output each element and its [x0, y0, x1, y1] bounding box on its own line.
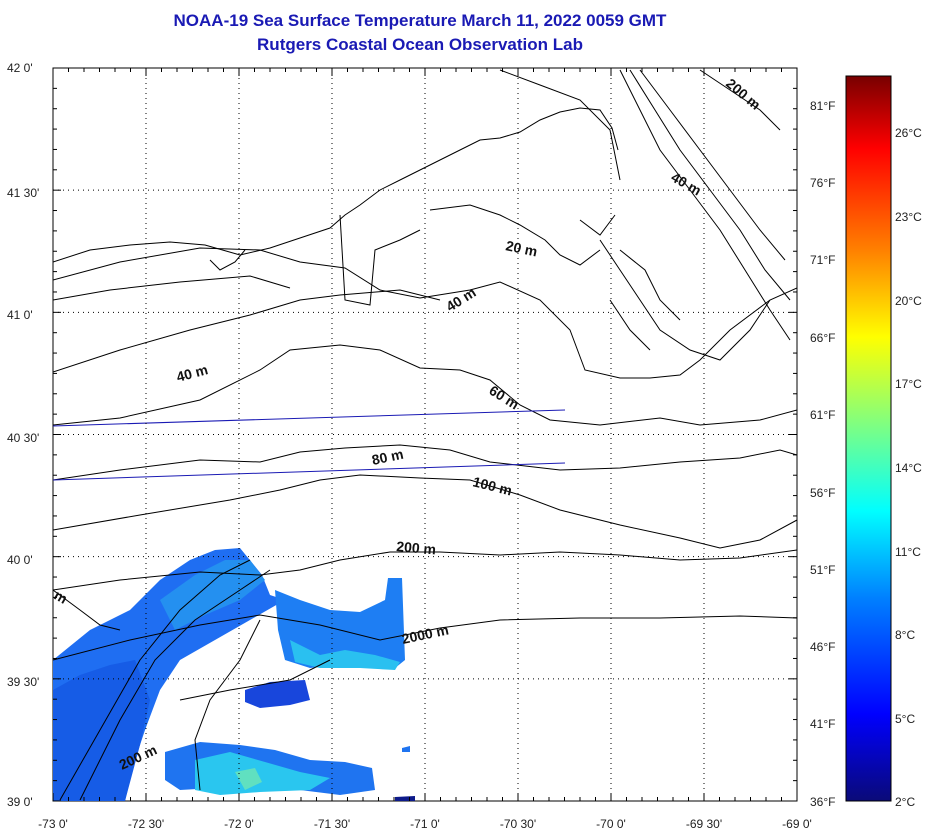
celsius-scale: 26°C 23°C 20°C 17°C 14°C 11°C 8°C 5°C 2°…: [895, 126, 922, 809]
lon-label: -69 30': [686, 817, 722, 831]
lon-label: -69 0': [782, 817, 812, 831]
fahrenheit-label: 46°F: [810, 640, 835, 654]
map-subtitle: Rutgers Coastal Ocean Observation Lab: [257, 35, 583, 54]
fahrenheit-label: 76°F: [810, 176, 835, 190]
contour-label: 80 m: [370, 446, 405, 468]
lat-label: 40 30': [7, 431, 39, 445]
lat-label: 41 30': [7, 186, 39, 200]
fahrenheit-label: 71°F: [810, 253, 835, 267]
fahrenheit-label: 36°F: [810, 795, 835, 809]
fahrenheit-label: 66°F: [810, 331, 835, 345]
longitude-labels: -73 0' -72 30' -72 0' -71 30' -71 0' -70…: [38, 817, 812, 831]
celsius-label: 20°C: [895, 294, 922, 308]
lon-label: -71 30': [314, 817, 350, 831]
lat-label: 42 0': [7, 61, 33, 75]
coastline: [53, 107, 771, 631]
lat-label: 39 0': [7, 795, 33, 809]
lon-label: -72 30': [128, 817, 164, 831]
lon-label: -72 0': [224, 817, 254, 831]
celsius-label: 17°C: [895, 377, 922, 391]
contour-label: 200 m: [396, 538, 437, 557]
lat-label: 41 0': [7, 308, 33, 322]
celsius-label: 14°C: [895, 461, 922, 475]
fahrenheit-scale: 81°F 76°F 71°F 66°F 61°F 56°F 51°F 46°F …: [810, 99, 835, 809]
celsius-label: 26°C: [895, 126, 922, 140]
lon-label: -73 0': [38, 817, 68, 831]
lon-label: -71 0': [410, 817, 440, 831]
lon-label: -70 30': [500, 817, 536, 831]
celsius-label: 5°C: [895, 712, 915, 726]
fahrenheit-label: 81°F: [810, 99, 835, 113]
lat-lon-grid: [53, 68, 797, 801]
contour-label: 20 m: [504, 237, 539, 259]
fahrenheit-label: 41°F: [810, 717, 835, 731]
latitude-labels: 42 0' 41 30' 41 0' 40 30' 40 0' 39 30' 3…: [7, 61, 39, 809]
fahrenheit-label: 61°F: [810, 408, 835, 422]
celsius-label: 11°C: [895, 545, 921, 559]
colorbar: [845, 75, 892, 802]
transect-lines: [53, 409, 566, 481]
map-title: NOAA-19 Sea Surface Temperature March 11…: [173, 11, 667, 30]
lat-label: 40 0': [7, 553, 33, 567]
axis-ticks: [52, 67, 798, 802]
celsius-label: 8°C: [895, 628, 915, 642]
contour-label: 40 m: [175, 361, 210, 385]
lat-label: 39 30': [7, 675, 39, 689]
bathymetry-contours: [53, 69, 797, 801]
fahrenheit-label: 51°F: [810, 563, 835, 577]
lon-label: -70 0': [596, 817, 626, 831]
celsius-label: 23°C: [895, 210, 922, 224]
celsius-label: 2°C: [895, 795, 915, 809]
fahrenheit-label: 56°F: [810, 486, 835, 500]
